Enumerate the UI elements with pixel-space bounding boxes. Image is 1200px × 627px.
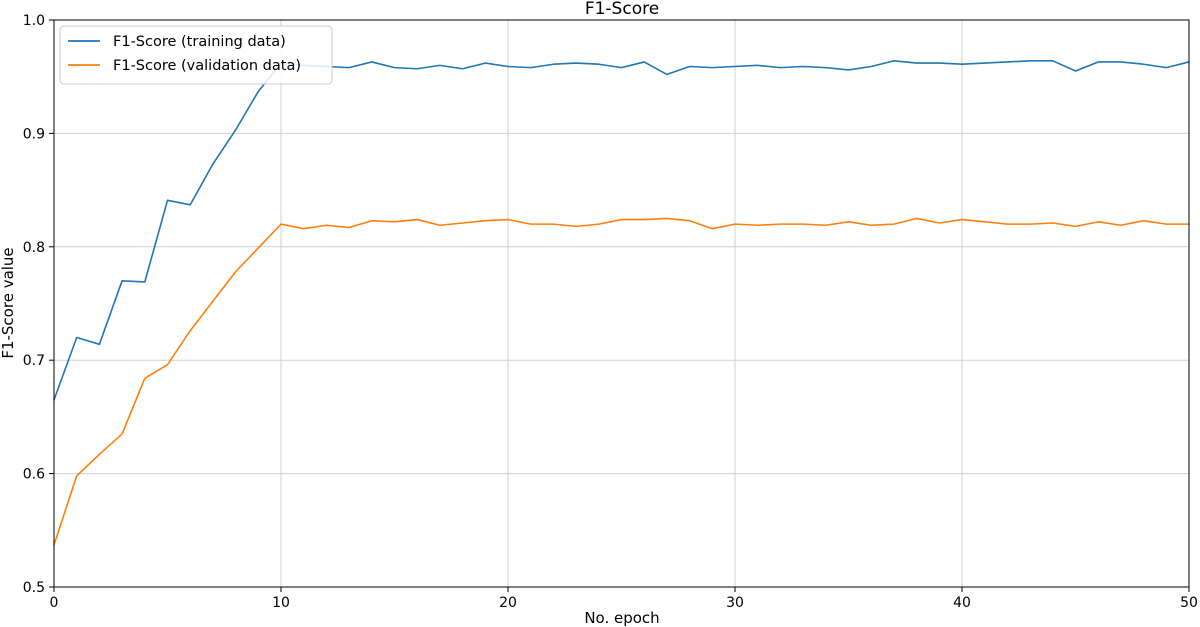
x-tick-label: 50	[1180, 595, 1198, 611]
series-line-validation	[53, 217, 1190, 546]
y-tick-label: 0.8	[23, 240, 45, 256]
axes-layer	[53, 19, 1190, 588]
x-tick-label: 40	[953, 595, 971, 611]
ticks-layer: 0 10 20 30 40 50 0.5 0.6 0.7 0.8 0.9 1.0	[23, 13, 1198, 611]
x-tick-label: 0	[50, 595, 59, 611]
y-tick-label: 0.7	[23, 353, 45, 369]
legend-label-validation: F1-Score (validation data)	[113, 58, 301, 74]
x-tick-label: 10	[272, 595, 290, 611]
y-tick-label: 0.9	[23, 126, 45, 142]
series-layer	[53, 60, 1190, 546]
grid-layer	[54, 20, 1189, 587]
y-tick-label: 0.5	[23, 580, 45, 596]
legend-label-training: F1-Score (training data)	[113, 34, 286, 50]
x-axis-title: No. epoch	[584, 609, 659, 627]
y-tick-label: 1.0	[23, 13, 45, 29]
series-line-training	[53, 60, 1190, 401]
x-tick-label: 30	[726, 595, 744, 611]
legend: F1-Score (training data) F1-Score (valid…	[59, 25, 333, 85]
y-tick-label: 0.6	[23, 467, 45, 483]
y-axis-title: F1-Score value	[0, 247, 17, 358]
x-tick-label: 20	[499, 595, 517, 611]
chart-title: F1-Score	[585, 0, 659, 19]
legend-box	[59, 25, 333, 85]
plot-frame	[53, 19, 1190, 588]
